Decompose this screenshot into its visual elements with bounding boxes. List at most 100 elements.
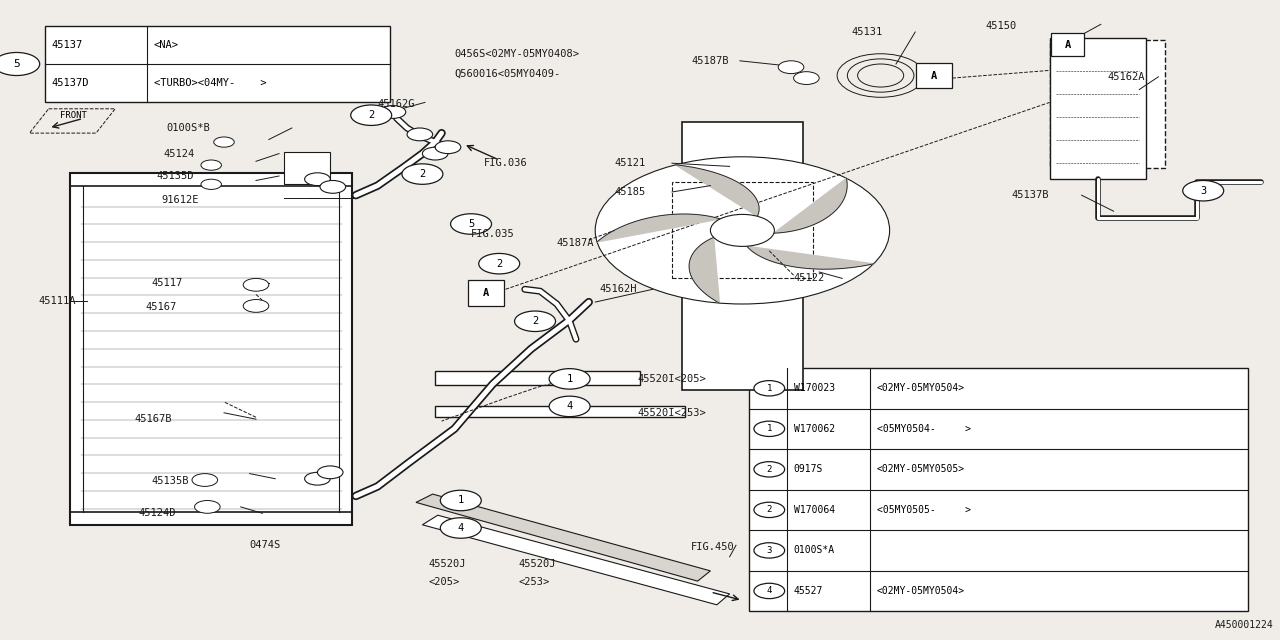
Circle shape (1183, 180, 1224, 201)
Text: 4: 4 (458, 523, 463, 533)
Text: 45124: 45124 (164, 148, 195, 159)
Text: A: A (484, 288, 489, 298)
Circle shape (351, 105, 392, 125)
Text: 3: 3 (1201, 186, 1206, 196)
Text: 45167: 45167 (146, 302, 177, 312)
Circle shape (214, 137, 234, 147)
FancyBboxPatch shape (749, 368, 1248, 611)
Text: 45162H: 45162H (599, 284, 636, 294)
Text: 1: 1 (767, 384, 772, 393)
Circle shape (305, 173, 330, 186)
Text: 1: 1 (767, 424, 772, 433)
Circle shape (243, 278, 269, 291)
Circle shape (407, 128, 433, 141)
Text: 45135B: 45135B (151, 476, 188, 486)
Circle shape (754, 421, 785, 436)
Text: 45520J: 45520J (518, 559, 556, 570)
Circle shape (435, 141, 461, 154)
FancyBboxPatch shape (70, 173, 352, 525)
Text: 2: 2 (532, 316, 538, 326)
Text: 2: 2 (420, 169, 425, 179)
Text: A: A (1065, 40, 1070, 50)
Text: 3: 3 (767, 546, 772, 555)
Text: 45135D: 45135D (156, 171, 193, 181)
Circle shape (515, 311, 556, 332)
Text: W170064: W170064 (794, 505, 835, 515)
FancyBboxPatch shape (681, 122, 804, 390)
Circle shape (710, 214, 774, 246)
Text: <05MY0504-     >: <05MY0504- > (877, 424, 970, 434)
Text: 91612E: 91612E (161, 195, 198, 205)
Text: <TURBO><04MY-    >: <TURBO><04MY- > (154, 78, 266, 88)
Circle shape (320, 180, 346, 193)
Text: 45520J: 45520J (429, 559, 466, 570)
FancyBboxPatch shape (916, 63, 952, 88)
Text: <NA>: <NA> (154, 40, 179, 50)
Text: 45162A: 45162A (1107, 72, 1144, 82)
Circle shape (195, 500, 220, 513)
Text: 0100S*A: 0100S*A (794, 545, 835, 556)
Text: A450001224: A450001224 (1215, 620, 1274, 630)
Text: 1: 1 (458, 495, 463, 506)
FancyBboxPatch shape (284, 152, 330, 184)
FancyBboxPatch shape (1050, 38, 1146, 179)
Circle shape (192, 474, 218, 486)
Circle shape (549, 396, 590, 417)
Polygon shape (422, 515, 730, 605)
Text: FIG.035: FIG.035 (471, 228, 515, 239)
Circle shape (440, 518, 481, 538)
Text: W170062: W170062 (794, 424, 835, 434)
Text: 45167B: 45167B (134, 414, 172, 424)
Text: <02MY-05MY0504>: <02MY-05MY0504> (877, 586, 965, 596)
Text: 45162G: 45162G (378, 99, 415, 109)
Circle shape (402, 164, 443, 184)
Circle shape (201, 179, 221, 189)
Circle shape (754, 381, 785, 396)
Text: 2: 2 (767, 465, 772, 474)
Circle shape (754, 543, 785, 558)
Polygon shape (689, 237, 719, 303)
Text: 45185: 45185 (614, 187, 645, 197)
Circle shape (243, 300, 269, 312)
FancyBboxPatch shape (45, 26, 390, 102)
Circle shape (754, 461, 785, 477)
Text: 4: 4 (767, 586, 772, 595)
Circle shape (201, 160, 221, 170)
Text: FIG.036: FIG.036 (484, 158, 527, 168)
Text: 45520I<205>: 45520I<205> (637, 374, 707, 384)
Circle shape (422, 147, 448, 160)
Circle shape (380, 106, 406, 118)
Text: 1: 1 (567, 374, 572, 384)
Text: 5: 5 (468, 219, 474, 229)
Text: 45527: 45527 (794, 586, 823, 596)
Text: FRONT: FRONT (60, 111, 86, 120)
Polygon shape (774, 179, 847, 233)
Text: 45150: 45150 (986, 20, 1016, 31)
Text: <05MY0505-     >: <05MY0505- > (877, 505, 970, 515)
Text: 0917S: 0917S (794, 465, 823, 474)
Text: <253>: <253> (518, 577, 549, 588)
Polygon shape (676, 165, 759, 216)
Circle shape (440, 490, 481, 511)
Text: 2: 2 (767, 506, 772, 515)
Circle shape (778, 61, 804, 74)
Text: <02MY-05MY0504>: <02MY-05MY0504> (877, 383, 965, 393)
Text: 45187B: 45187B (691, 56, 728, 66)
FancyBboxPatch shape (1050, 40, 1165, 168)
Circle shape (549, 369, 590, 389)
FancyBboxPatch shape (1051, 33, 1084, 56)
Text: 2: 2 (369, 110, 374, 120)
Text: 45111A: 45111A (38, 296, 76, 306)
Text: W170023: W170023 (794, 383, 835, 393)
Text: 4: 4 (567, 401, 572, 412)
FancyBboxPatch shape (468, 280, 504, 306)
Polygon shape (416, 494, 710, 581)
Circle shape (794, 72, 819, 84)
Circle shape (754, 502, 785, 518)
Circle shape (317, 466, 343, 479)
Text: 45187A: 45187A (557, 238, 594, 248)
Circle shape (595, 157, 890, 304)
Polygon shape (746, 246, 873, 269)
Circle shape (305, 472, 330, 485)
Polygon shape (596, 214, 721, 242)
